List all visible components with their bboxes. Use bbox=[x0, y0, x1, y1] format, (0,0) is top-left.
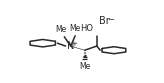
Text: Me: Me bbox=[70, 24, 81, 33]
Text: Me: Me bbox=[79, 62, 90, 71]
Text: N: N bbox=[67, 41, 74, 51]
Text: +: + bbox=[71, 42, 77, 47]
Text: HO: HO bbox=[81, 24, 94, 33]
Text: Br: Br bbox=[99, 16, 110, 26]
Polygon shape bbox=[71, 46, 85, 50]
Text: −: − bbox=[107, 15, 114, 24]
Text: Me: Me bbox=[55, 25, 66, 34]
